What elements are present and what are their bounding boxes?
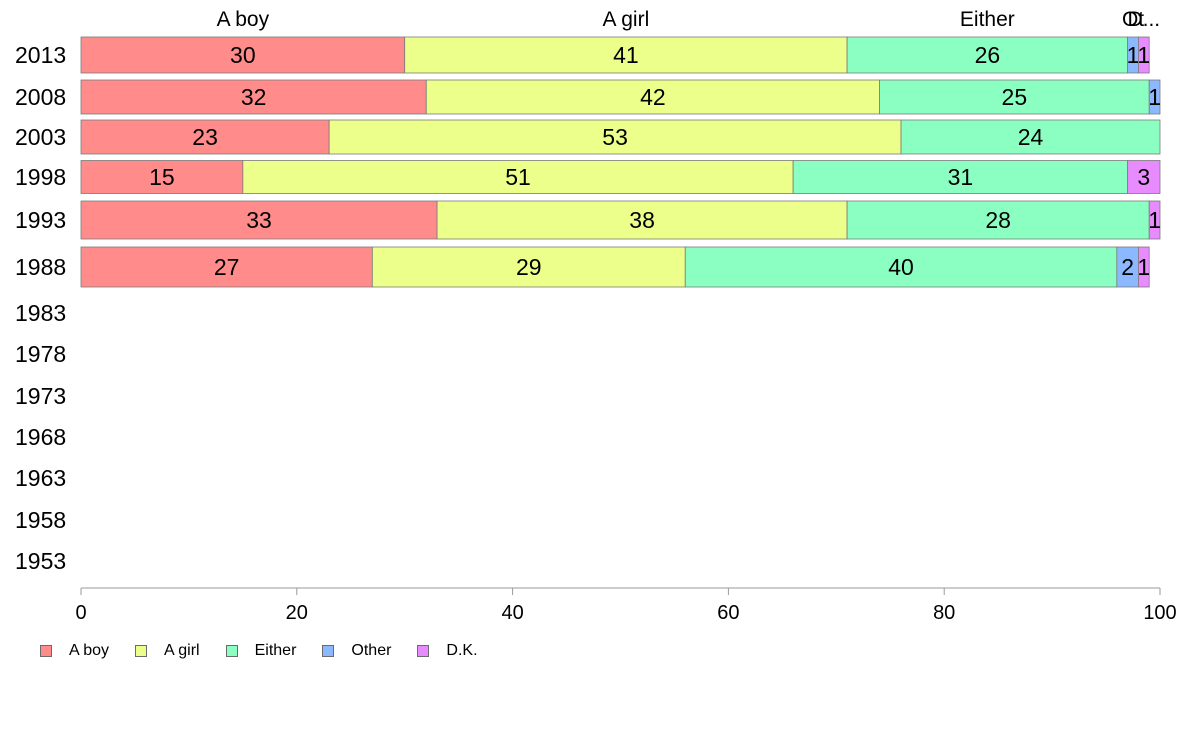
data-label: 1 — [1127, 42, 1140, 68]
bar-segment — [1148, 200, 1161, 240]
x-axis: 0 20 40 60 80 100 — [75, 587, 1177, 624]
data-label: 26 — [975, 42, 1001, 68]
bar-segment — [684, 246, 1118, 288]
bar-segment — [371, 246, 686, 288]
data-label: 25 — [1002, 84, 1028, 110]
legend-item: A girl — [135, 642, 200, 660]
legend-item: Either — [225, 642, 297, 660]
data-label: 40 — [888, 254, 914, 280]
data-label: 41 — [613, 42, 639, 68]
top-category-label: D... — [1127, 8, 1160, 31]
data-label: 38 — [629, 207, 655, 233]
bar-segment — [80, 246, 373, 288]
y-tick-label: 1988 — [15, 254, 66, 280]
x-tick-label: 20 — [286, 602, 308, 624]
y-axis: 2013 2008 2003 1998 1993 1988 1983 1978 1973 1968… — [15, 42, 66, 574]
legend-label: Either — [254, 642, 297, 659]
legend-label: A girl — [164, 642, 200, 659]
data-label: 30 — [230, 42, 256, 68]
legend-label: A boy — [69, 642, 110, 659]
data-label: 31 — [948, 164, 974, 190]
legend-label: Other — [351, 642, 392, 659]
bar-segment — [1127, 160, 1161, 194]
data-label: 51 — [505, 164, 531, 190]
y-tick-label: 1953 — [15, 548, 66, 574]
legend-swatch — [135, 645, 148, 657]
data-label: 53 — [602, 124, 628, 150]
x-tick-label: 100 — [1143, 602, 1176, 624]
data-label: 1 — [1137, 42, 1150, 68]
data-label: 1 — [1137, 254, 1150, 280]
bar-segment — [328, 119, 902, 155]
legend-item: A boy — [40, 642, 109, 660]
y-tick-label: 1998 — [15, 164, 66, 190]
data-label: 28 — [985, 207, 1011, 233]
data-label: 1 — [1148, 207, 1161, 233]
y-tick-label: 1973 — [15, 383, 66, 409]
bar-segment — [1138, 36, 1150, 74]
legend-swatch — [322, 645, 335, 657]
top-labels: A boy A girl Either OtD... — [217, 8, 1161, 31]
legend-item: D.K. — [417, 642, 478, 660]
bar-segment — [242, 160, 794, 194]
data-label: 29 — [516, 254, 542, 280]
x-tick-label: 60 — [717, 602, 739, 624]
bar-segment — [425, 79, 880, 115]
bar-segment — [80, 160, 244, 194]
legend: A boy A girl Either Other D.K. — [40, 642, 504, 660]
bar-segment — [404, 36, 848, 74]
bar-segment — [1138, 246, 1150, 288]
data-label: 1 — [1148, 84, 1161, 110]
data-label: 24 — [1018, 124, 1044, 150]
y-tick-label: 1963 — [15, 465, 66, 491]
y-tick-label: 2013 — [15, 42, 66, 68]
y-tick-label: 2003 — [15, 124, 66, 150]
y-tick-label: 2008 — [15, 84, 66, 110]
y-tick-label: 1968 — [15, 424, 66, 450]
y-tick-label: 1978 — [15, 341, 66, 367]
x-tick-label: 0 — [75, 602, 86, 624]
x-tick-label: 80 — [933, 602, 955, 624]
y-tick-label: 1993 — [15, 207, 66, 233]
legend-item: Other — [322, 642, 391, 660]
y-tick-label: 1958 — [15, 507, 66, 533]
bar-segment — [1148, 79, 1161, 115]
bar-segment — [900, 119, 1161, 155]
bar-segment — [879, 79, 1150, 115]
legend-swatch — [417, 645, 430, 657]
legend-swatch — [225, 645, 238, 657]
data-label: 23 — [192, 124, 218, 150]
data-label: 27 — [214, 254, 240, 280]
legend-swatch — [40, 645, 52, 657]
data-label: 15 — [149, 164, 175, 190]
bar-segment — [792, 160, 1129, 194]
data-label: 3 — [1137, 164, 1150, 190]
y-tick-label: 1983 — [15, 300, 66, 326]
bar-segment — [436, 200, 848, 240]
data-label: 2 — [1121, 254, 1134, 280]
top-category-label: Either — [960, 8, 1015, 31]
top-category-label: A girl — [603, 8, 650, 31]
top-category-label: Ot — [1122, 8, 1144, 31]
top-category-label: A boy — [217, 8, 270, 31]
data-label: 42 — [640, 84, 666, 110]
data-label: 32 — [241, 84, 267, 110]
legend-label: D.K. — [446, 642, 478, 659]
bar-segment — [80, 79, 427, 115]
x-tick-label: 40 — [501, 602, 523, 624]
data-label: 33 — [246, 207, 272, 233]
